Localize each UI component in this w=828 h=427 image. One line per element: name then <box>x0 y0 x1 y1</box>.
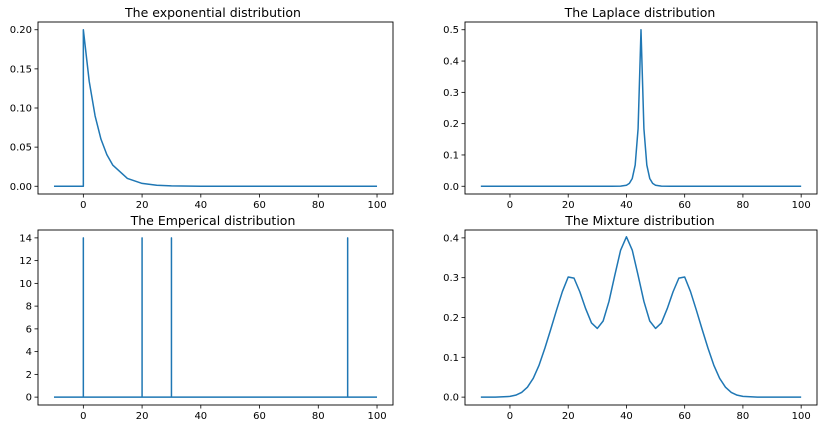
x-tick-label: 100 <box>792 200 811 211</box>
x-tick-label: 0 <box>80 200 86 211</box>
x-tick-label: 60 <box>253 411 266 422</box>
y-tick-label: 0.15 <box>10 64 32 75</box>
x-tick-label: 80 <box>737 200 750 211</box>
x-tick-label: 0 <box>507 200 513 211</box>
x-tick-label: 80 <box>737 411 750 422</box>
x-tick-label: 40 <box>620 411 633 422</box>
x-tick-label: 20 <box>562 411 575 422</box>
x-tick-label: 100 <box>792 411 811 422</box>
subplot-title: The Mixture distribution <box>564 213 714 228</box>
y-tick-label: 0.3 <box>443 273 459 284</box>
x-tick-label: 0 <box>80 411 86 422</box>
axes-frame <box>464 21 818 195</box>
y-tick-label: 10 <box>19 279 32 290</box>
x-tick-label: 60 <box>678 200 691 211</box>
y-tick-label: 0.4 <box>443 233 459 244</box>
subplot-exponential: The exponential distribution 0 20 40 60 80 10… <box>10 5 394 211</box>
x-tick-label: 20 <box>136 411 149 422</box>
y-tick-label: 0 <box>26 393 32 404</box>
y-tick-label: 0.1 <box>443 353 459 364</box>
y-tick-label: 0.0 <box>443 182 459 193</box>
subplot-empirical: The Emperical distribution 0 20 40 60 80 1000… <box>19 213 394 422</box>
series-line <box>480 236 802 398</box>
x-tick-label: 40 <box>194 411 207 422</box>
x-tick-label: 60 <box>253 200 266 211</box>
plot-area: 0 20 40 60 80 100 0.00 0.05 0.10 0.15 0.20 <box>10 21 394 211</box>
y-tick-label: 0.00 <box>10 182 32 193</box>
y-tick-label: 14 <box>19 233 32 244</box>
y-tick-label: 0.5 <box>443 25 459 36</box>
subplot-title: The Emperical distribution <box>130 213 296 228</box>
plot-area: 0 20 40 60 80 100 0.0 0.1 0.2 0.3 0.4 0.5 <box>443 21 818 211</box>
subplot-laplace: The Laplace distribution 0 20 40 60 80 100 0.0… <box>443 5 818 211</box>
y-tick-label: 12 <box>19 256 32 267</box>
y-tick-label: 4 <box>26 347 32 358</box>
y-tick-label: 6 <box>26 324 32 335</box>
subplot-title: The Laplace distribution <box>564 5 716 20</box>
y-tick-label: 0.10 <box>10 104 32 115</box>
y-tick-label: 0.3 <box>443 88 459 99</box>
x-tick-label: 60 <box>678 411 691 422</box>
plot-area: 0 20 40 60 80 100 0.0 0.1 0.2 0.3 0.4 <box>443 229 818 422</box>
x-tick-label: 100 <box>367 200 386 211</box>
y-tick-label: 0.05 <box>10 143 32 154</box>
x-tick-label: 40 <box>194 200 207 211</box>
y-tick-label: 8 <box>26 302 32 313</box>
x-tick-label: 80 <box>312 411 325 422</box>
y-tick-label: 0.4 <box>443 57 459 68</box>
series-line <box>480 28 802 188</box>
y-tick-label: 0.2 <box>443 119 459 130</box>
x-tick-label: 80 <box>312 200 325 211</box>
series-line <box>53 28 378 188</box>
y-tick-label: 0.0 <box>443 393 459 404</box>
x-tick-label: 0 <box>507 411 513 422</box>
subplot-mixture: The Mixture distribution 0 20 40 60 80 100 0.0… <box>443 213 818 422</box>
y-tick-label: 0.2 <box>443 313 459 324</box>
y-tick-label: 2 <box>26 370 32 381</box>
y-tick-label: 0.20 <box>10 25 32 36</box>
x-tick-label: 100 <box>367 411 386 422</box>
x-tick-label: 40 <box>620 200 633 211</box>
series-line <box>53 237 378 398</box>
subplot-title: The exponential distribution <box>124 5 301 20</box>
axes-frame <box>37 229 394 406</box>
x-tick-label: 20 <box>562 200 575 211</box>
x-tick-label: 20 <box>136 200 149 211</box>
plot-area: 0 20 40 60 80 100 0 2 4 6 8 10 12 14 <box>19 229 394 422</box>
y-tick-label: 0.1 <box>443 150 459 161</box>
